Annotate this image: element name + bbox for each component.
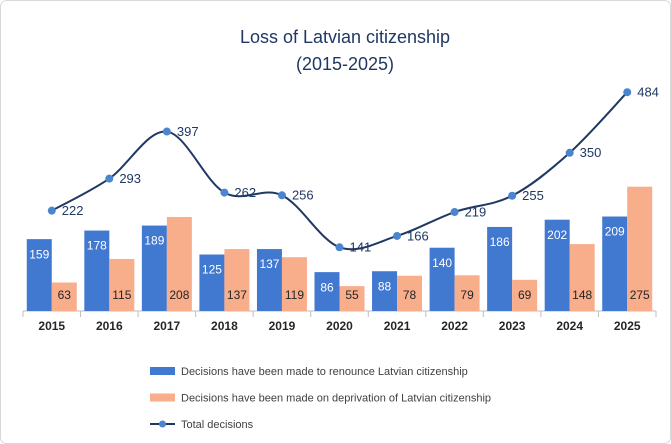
bar [454, 275, 480, 311]
bar-value-label: 119 [285, 288, 304, 302]
bar [51, 282, 77, 311]
bar [141, 225, 167, 311]
line-value-label: 222 [62, 203, 84, 218]
bar-value-label: 78 [403, 288, 417, 302]
line-marker [277, 191, 286, 200]
bar [281, 257, 307, 311]
x-tick-label: 2023 [499, 319, 526, 333]
bar [512, 279, 538, 311]
bar [544, 219, 570, 311]
x-tick-label: 2024 [556, 319, 583, 333]
bar-value-label: 125 [202, 263, 222, 277]
bar-value-label: 209 [605, 225, 625, 239]
bar-value-label: 69 [518, 288, 532, 302]
line-value-label: 262 [234, 185, 256, 200]
line-value-label: 293 [119, 171, 141, 186]
bar-value-label: 159 [29, 247, 49, 261]
chart-title: Loss of Latvian citizenship [240, 27, 450, 47]
bar-value-label: 63 [58, 288, 72, 302]
line-value-label: 219 [465, 204, 487, 219]
bar [256, 249, 282, 311]
x-tick-label: 2018 [211, 319, 238, 333]
legend-label: Decisions have been made on deprivation … [181, 392, 491, 404]
bar-value-label: 88 [378, 279, 392, 293]
legend-label: Decisions have been made to renounce Lat… [181, 366, 468, 378]
bar [166, 216, 192, 311]
x-tick-label: 2021 [384, 319, 411, 333]
line-value-label: 255 [522, 188, 544, 203]
line-marker [393, 231, 402, 240]
bar [109, 259, 135, 311]
bar [569, 244, 595, 311]
line-marker [47, 206, 56, 215]
chart-subtitle: (2015-2025) [296, 54, 394, 74]
bar [397, 275, 423, 311]
bar [84, 230, 110, 311]
bar-value-label: 202 [547, 228, 567, 242]
bar-value-label: 137 [227, 288, 247, 302]
line-marker [450, 208, 459, 217]
legend-swatch [150, 393, 175, 402]
x-tick-label: 2015 [38, 319, 65, 333]
bar [26, 239, 52, 311]
line-marker [220, 188, 229, 197]
x-tick-label: 2025 [614, 319, 641, 333]
line-marker [105, 174, 114, 183]
line-value-label: 166 [407, 228, 429, 243]
line-value-label: 256 [292, 188, 314, 203]
bar-value-label: 186 [490, 235, 510, 249]
bar-value-label: 55 [345, 288, 359, 302]
legend-marker [159, 420, 166, 428]
bar-value-label: 178 [87, 239, 107, 253]
bar-value-label: 140 [432, 256, 452, 270]
bar [487, 226, 513, 311]
bar [339, 286, 365, 311]
x-tick-label: 2022 [441, 319, 468, 333]
line-value-label: 484 [637, 85, 659, 100]
bar-value-label: 79 [460, 288, 474, 302]
bar-value-label: 137 [259, 257, 279, 271]
line-marker [565, 148, 574, 157]
bar [314, 272, 340, 311]
x-tick-label: 2019 [269, 319, 296, 333]
bar [199, 254, 225, 311]
legend-swatch [150, 367, 175, 375]
bar [372, 271, 398, 311]
x-tick-label: 2016 [96, 319, 123, 333]
line-value-label: 350 [580, 145, 602, 160]
line-marker [623, 88, 632, 97]
bar [627, 186, 653, 311]
x-tick-label: 2020 [326, 319, 353, 333]
bar [429, 247, 455, 311]
line-marker [162, 127, 171, 136]
bar-value-label: 115 [112, 288, 131, 302]
x-tick-label: 2017 [154, 319, 181, 333]
bar [602, 216, 628, 311]
bar-value-label: 275 [630, 288, 650, 302]
line-marker [335, 243, 344, 252]
bar-value-label: 148 [572, 288, 592, 302]
legend-label: Total decisions [181, 419, 254, 431]
bar-value-label: 208 [169, 288, 189, 302]
line-value-label: 141 [350, 240, 372, 255]
bar [224, 249, 250, 311]
line [51, 91, 628, 251]
line-value-label: 397 [177, 124, 199, 139]
bar-value-label: 86 [320, 280, 334, 294]
line-marker [508, 191, 517, 200]
bar-value-label: 189 [144, 234, 164, 248]
